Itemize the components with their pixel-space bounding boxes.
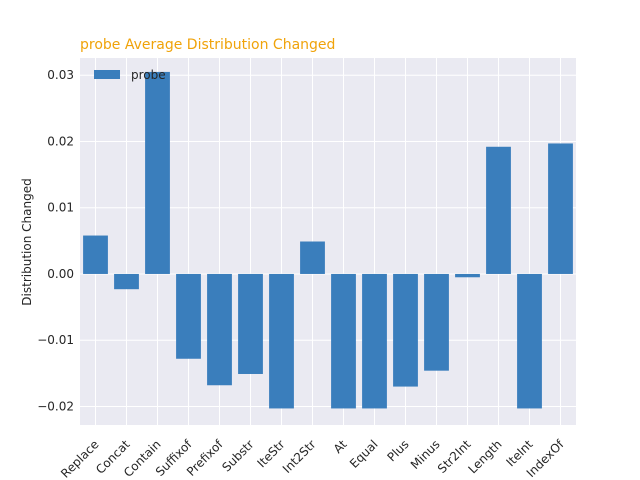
x-tick-label: Plus xyxy=(384,437,411,464)
bar-length xyxy=(486,146,511,274)
bar-concat xyxy=(114,273,139,290)
bar-int2str xyxy=(300,241,325,274)
x-tick-label: Replace xyxy=(58,437,101,480)
x-tick-labels: ReplaceConcatContainSuffixofPrefixofSubs… xyxy=(58,437,567,480)
bar-suffixof xyxy=(176,273,201,359)
bar-str2int xyxy=(455,273,480,278)
y-tick-label: 0.00 xyxy=(47,267,74,281)
y-tick-label: −0.02 xyxy=(37,399,74,413)
legend: probe xyxy=(94,68,166,82)
y-tick-labels: −0.02 −0.01 0.00 0.01 0.02 0.03 xyxy=(37,68,74,413)
bar-equal xyxy=(362,273,387,409)
bar-substr xyxy=(238,273,263,374)
bars xyxy=(83,71,573,409)
chart-title: probe Average Distribution Changed xyxy=(80,37,335,53)
y-tick-label: 0.03 xyxy=(47,68,74,82)
y-tick-label: −0.01 xyxy=(37,333,74,347)
bar-contain xyxy=(145,71,170,274)
bar-at xyxy=(331,273,356,409)
y-axis-label: Distribution Changed xyxy=(20,178,34,305)
legend-swatch xyxy=(94,70,120,79)
x-tick-label: At xyxy=(331,437,350,456)
bar-minus xyxy=(424,273,449,371)
x-tick-label: Int2Str xyxy=(280,437,319,476)
bar-indexof xyxy=(548,143,573,274)
x-tick-label: Substr xyxy=(219,437,256,474)
bar-itestr xyxy=(269,273,294,409)
y-tick-label: 0.02 xyxy=(47,134,74,148)
x-tick-label: Equal xyxy=(347,437,381,471)
bar-replace xyxy=(83,235,108,274)
bar-plus xyxy=(393,273,418,387)
legend-label: probe xyxy=(131,68,166,82)
bar-iteint xyxy=(517,273,542,409)
x-tick-label: Length xyxy=(465,437,504,476)
bar-prefixof xyxy=(207,273,232,386)
y-tick-label: 0.01 xyxy=(47,201,74,215)
